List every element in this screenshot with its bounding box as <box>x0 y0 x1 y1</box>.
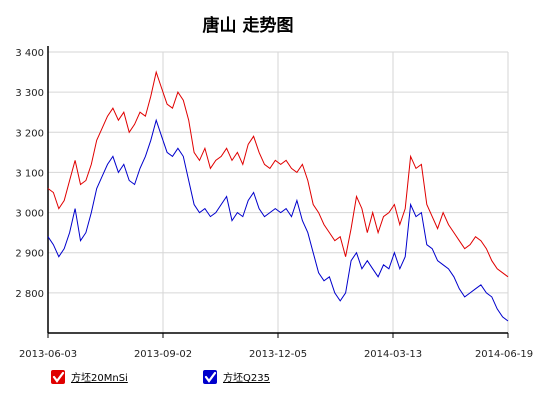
grid-lines <box>47 51 509 333</box>
y-tick-label: 3 300 <box>15 88 44 99</box>
series-lines <box>47 70 509 322</box>
series-line-1 <box>47 70 509 278</box>
legend-label: 方坯Q235 <box>223 371 270 384</box>
y-tick-label: 2 900 <box>15 249 44 260</box>
legend-item-1[interactable]: 方坯20MnSi <box>51 370 128 384</box>
chart-title: 唐山 走势图 <box>203 15 294 36</box>
legend-item-2[interactable]: 方坯Q235 <box>203 370 270 384</box>
x-axis-tick-labels: 2013-06-03 2013-09-02 2013-12-05 2014-03-13… <box>19 349 533 360</box>
y-tick-label: 3 100 <box>15 168 44 179</box>
x-tick-label: 2013-06-03 <box>19 349 77 360</box>
y-tick-label: 2 800 <box>15 289 44 300</box>
y-tick-label: 3 000 <box>15 209 44 220</box>
series-line-2 <box>47 118 509 322</box>
checkmark-icon <box>204 371 217 383</box>
x-tick-label: 2013-09-02 <box>134 349 192 360</box>
axes <box>47 46 509 338</box>
checkmark-icon <box>52 371 65 383</box>
legend: 方坯20MnSi 方坯Q235 <box>51 370 270 384</box>
x-tick-label: 2014-06-19 <box>475 349 533 360</box>
x-tick-label: 2014-03-13 <box>364 349 422 360</box>
y-tick-label: 3 400 <box>15 48 44 59</box>
x-tick-label: 2013-12-05 <box>249 349 307 360</box>
y-axis-tick-labels: 3 400 3 300 3 200 3 100 3 000 2 900 2 800 <box>15 48 44 300</box>
legend-label: 方坯20MnSi <box>71 371 128 384</box>
y-tick-label: 3 200 <box>15 128 44 139</box>
